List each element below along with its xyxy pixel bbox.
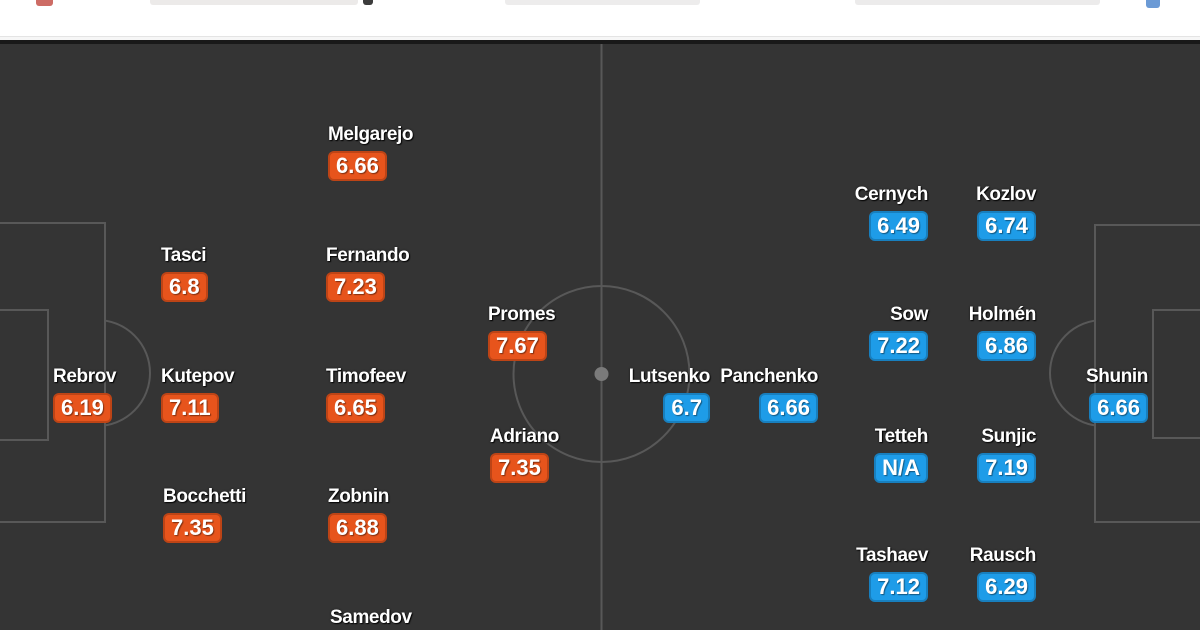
player-name: Bocchetti (163, 486, 246, 507)
header-text-fragment (363, 0, 373, 5)
player-name: Shunin (1086, 366, 1148, 387)
player-rating-badge: 7.67 (488, 331, 547, 361)
player-rating-badge: 6.29 (977, 572, 1036, 602)
player-home: Rebrov 6.19 (53, 367, 116, 423)
player-rating-badge: 7.19 (977, 453, 1036, 483)
player-away: Tashaev 7.12 (856, 546, 928, 602)
player-away: Panchenko 6.66 (720, 367, 818, 423)
player-home: Promes 7.67 (488, 304, 556, 361)
centre-circle (512, 285, 691, 463)
player-home: Adriano 7.35 (490, 427, 559, 483)
player-rating-badge: 6.88 (328, 513, 387, 543)
player-rating-badge: 6.66 (328, 151, 387, 181)
player-name: Holmén (968, 304, 1037, 325)
player-rating-badge: 6.86 (977, 331, 1036, 361)
player-name: Fernando (326, 245, 410, 266)
player-name: Rebrov (53, 366, 117, 387)
player-away: Sunjic 7.19 (977, 427, 1036, 483)
player-rating-badge: 7.11 (161, 393, 219, 423)
player-name: Timofeev (326, 366, 406, 387)
player-rating-badge: 6.74 (977, 211, 1036, 241)
header-text-fragment (855, 0, 1100, 5)
site-logo-fragment (36, 0, 53, 6)
player-home: Timofeev 6.65 (326, 367, 406, 423)
player-rating-badge: 6.49 (869, 211, 928, 241)
player-name: Samedov (330, 607, 412, 628)
player-home: Melgarejo 6.66 (328, 125, 413, 181)
player-rating-badge: 6.65 (326, 393, 385, 423)
player-rating-badge: 7.35 (490, 453, 549, 483)
player-name: Tetteh (874, 426, 929, 447)
player-name: Kozlov (976, 184, 1036, 205)
player-name: Melgarejo (328, 124, 414, 145)
player-name: Panchenko (720, 366, 818, 387)
player-name: Tasci (161, 245, 207, 266)
player-away: Rausch 6.29 (970, 546, 1036, 602)
pitch-markings (0, 44, 1200, 630)
centre-spot (594, 367, 609, 381)
player-name: Tashaev (856, 545, 928, 566)
player-name: Cernych (854, 184, 929, 205)
browser-header-strip (0, 0, 1200, 37)
pitch-top-border (0, 40, 1200, 44)
player-rating-badge: 7.35 (163, 513, 222, 543)
player-home: Kutepov 7.11 (161, 366, 235, 423)
player-away: Sow 7.22 (869, 305, 928, 361)
player-name: Zobnin (328, 486, 389, 507)
player-away: Lutsenko 6.7 (629, 367, 710, 423)
player-rating-badge: N/A (874, 453, 928, 483)
player-away: Shunin 6.66 (1086, 367, 1148, 423)
player-home: Fernando 7.23 (326, 245, 410, 302)
player-rating-badge: 6.66 (759, 393, 818, 423)
player-rating-badge: 6.19 (53, 393, 112, 423)
player-away: Holmén 6.86 (969, 305, 1036, 361)
player-name: Sow (890, 304, 928, 325)
player-rating-badge: 7.12 (869, 572, 928, 602)
player-rating-badge: 6.7 (663, 393, 710, 423)
player-name: Promes (488, 304, 556, 325)
football-pitch: Rebrov 6.19 Tasci 6.8 Kutepov 7.11 Bocch… (0, 44, 1200, 630)
player-home: Zobnin 6.88 (328, 487, 389, 543)
player-name: Kutepov (161, 366, 235, 387)
player-away: Kozlov 6.74 (976, 185, 1036, 241)
player-name: Lutsenko (628, 366, 711, 387)
player-home: Tasci 6.8 (161, 246, 208, 302)
player-name: Sunjic (981, 426, 1036, 447)
header-text-fragment (505, 0, 700, 5)
player-home: Bocchetti 7.35 (163, 487, 246, 543)
player-rating-badge: 7.22 (869, 331, 928, 361)
player-away: Cernych 6.49 (855, 185, 928, 241)
left-goal-box (0, 309, 49, 441)
player-rating-badge: 6.66 (1089, 393, 1148, 423)
player-rating-badge: 6.8 (161, 272, 208, 302)
right-goal-box (1152, 309, 1200, 439)
header-text-fragment (150, 0, 358, 5)
header-divider (0, 37, 1200, 40)
header-icon-fragment (1146, 0, 1160, 8)
player-name: Adriano (490, 426, 559, 447)
player-home: Samedov (330, 608, 412, 630)
player-name: Rausch (969, 545, 1037, 566)
player-rating-badge: 7.23 (326, 272, 385, 302)
player-away: Tetteh N/A (874, 427, 928, 483)
